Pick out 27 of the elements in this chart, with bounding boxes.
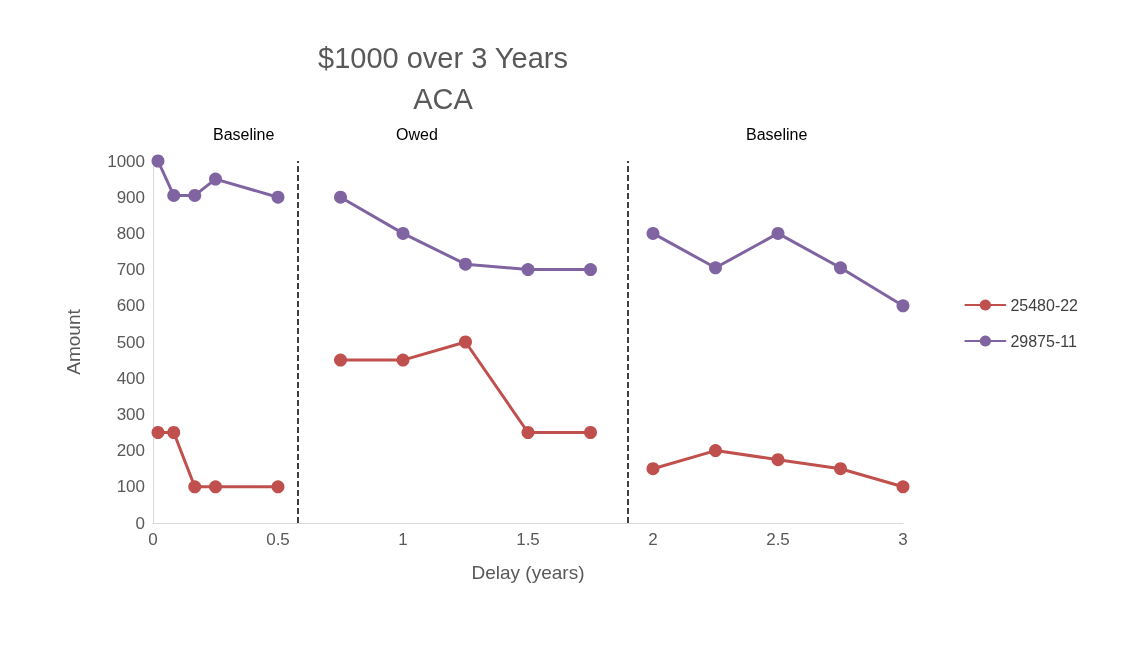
legend-label: 29875-11 xyxy=(1010,332,1077,350)
text: Baseline xyxy=(213,125,275,143)
y-tick-label: 300 xyxy=(116,404,145,424)
y-tick-label: 400 xyxy=(116,368,145,388)
x-tick-label: 3 xyxy=(898,530,908,549)
legend-label: 25480-22 xyxy=(1010,296,1079,314)
y-tick-label: 0 xyxy=(135,513,145,533)
x-axis-title: Delay (years) xyxy=(471,562,585,583)
x-tick-label: 0 xyxy=(148,530,158,549)
chart-subtitle: ACA xyxy=(413,82,474,115)
y-tick-label: 100 xyxy=(116,477,145,497)
x-tick-label: 1.5 xyxy=(516,530,540,549)
y-tick-label: 500 xyxy=(116,332,145,352)
y-tick-label: 1000 xyxy=(107,151,145,171)
text: Owed xyxy=(396,125,438,143)
y-axis-title: Amount xyxy=(63,308,84,375)
y-tick-label: 600 xyxy=(116,296,145,316)
chart-title: $1000 over 3 Years xyxy=(318,41,568,74)
y-tick-label: 200 xyxy=(116,441,145,461)
x-tick-label: 2.5 xyxy=(766,530,790,549)
y-tick-label: 700 xyxy=(116,260,145,280)
y-tick-label: 900 xyxy=(116,187,145,207)
text: Baseline xyxy=(746,125,808,143)
x-tick-label: 1 xyxy=(398,530,408,549)
y-tick-label: 800 xyxy=(116,223,145,243)
x-tick-label: 0.5 xyxy=(266,530,290,549)
x-tick-label: 2 xyxy=(648,530,658,549)
